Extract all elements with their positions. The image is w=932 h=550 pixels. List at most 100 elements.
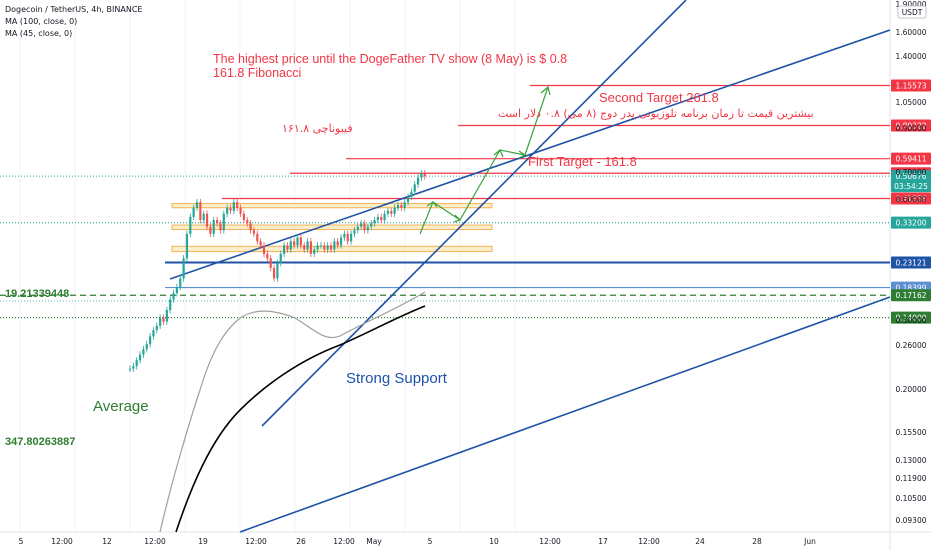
time-tick-label: 12:00	[539, 537, 561, 546]
candle-body	[155, 325, 158, 331]
candle-body	[289, 241, 292, 250]
candle-body	[229, 207, 232, 211]
candle-body	[226, 207, 229, 214]
candle-body	[366, 226, 369, 231]
candle-body	[175, 286, 178, 294]
candle-body	[216, 220, 219, 224]
candle-body	[293, 241, 296, 246]
price-tick-label: 1.60000	[895, 28, 926, 37]
time-tick-label: 12:00	[245, 537, 267, 546]
candle-body	[182, 258, 185, 279]
candle-body	[400, 204, 403, 208]
lower-channel-line	[239, 296, 891, 533]
candle-body	[383, 213, 386, 221]
projection-arrowhead	[493, 149, 504, 158]
candle-body	[152, 330, 155, 337]
candle-body	[189, 216, 192, 234]
candle-body	[239, 207, 242, 214]
time-tick-label: 10	[489, 537, 499, 546]
price-zone	[171, 224, 493, 230]
time-tick-label: 17	[598, 537, 608, 546]
title-persian-line-2: فیبوناچی ۱۶۱.۸	[282, 122, 353, 135]
price-tag	[891, 79, 931, 92]
candle-body	[276, 263, 279, 279]
title-english-line-2: 161.8 Fibonacci	[213, 66, 301, 80]
candle-body	[350, 233, 353, 242]
second-target-label: Second Target 261.8	[599, 90, 719, 105]
candle-body	[356, 226, 359, 231]
indicator-ma-45: MA (45, close, 0)	[5, 29, 73, 38]
candle-body	[286, 245, 289, 250]
candle-body	[132, 366, 135, 369]
price-tag	[891, 311, 931, 324]
price-tag	[891, 289, 931, 302]
candle-body	[386, 210, 390, 214]
price-tick-label: 0.70000	[895, 168, 926, 177]
upper-channel-line	[169, 29, 891, 280]
candle-body	[373, 220, 376, 224]
candle-body	[212, 220, 215, 234]
price-tick-label: 0.10500	[895, 494, 926, 503]
candle-body	[323, 245, 326, 250]
price-scale[interactable]: 1.155730.803220.594110.520290.413560.332…	[891, 0, 931, 525]
price-tick-label: 0.90000	[895, 124, 926, 133]
candle-body	[299, 237, 302, 246]
price-tick-label: 0.26000	[895, 341, 926, 350]
candle-body	[222, 213, 225, 231]
price-tick-label: 0.30000	[895, 316, 926, 325]
candle-body	[185, 233, 189, 259]
price-tag	[891, 192, 931, 205]
time-tick-label: 28	[752, 537, 762, 546]
candle-body	[329, 245, 333, 250]
candle-body	[149, 336, 152, 345]
currency-badge[interactable]: USDT	[897, 5, 927, 19]
price-tick-label: 0.15500	[895, 428, 926, 437]
candle-body	[199, 202, 202, 221]
plot-background	[0, 0, 890, 532]
price-tick-label: 0.11900	[895, 474, 926, 483]
time-tick-label: 12:00	[144, 537, 166, 546]
price-tick-label: 0.09300	[895, 516, 926, 525]
candle-body	[209, 226, 212, 234]
price-tag	[891, 119, 931, 132]
candle-body	[202, 213, 205, 221]
candle-body	[417, 177, 420, 185]
average-label: Average	[93, 398, 149, 415]
candle-body	[232, 202, 235, 211]
price-tag	[891, 256, 931, 269]
projection-arrowhead	[518, 150, 527, 159]
time-tick-label: 12:00	[333, 537, 355, 546]
candle-body	[195, 202, 199, 208]
candle-body	[219, 223, 222, 231]
candle-body	[279, 253, 282, 264]
candle-body	[423, 173, 426, 177]
price-tick-label: 0.13000	[895, 456, 926, 465]
candle-body	[326, 245, 329, 250]
candle-body	[128, 368, 132, 370]
currency-badge-text: USDT	[902, 8, 923, 17]
candle-body	[138, 354, 142, 361]
candle-body	[343, 233, 346, 238]
projection-polyline	[419, 86, 549, 235]
moving-averages	[159, 291, 426, 533]
candle-body	[333, 241, 336, 250]
candle-body	[396, 204, 400, 208]
strong-support-label: Strong Support	[346, 370, 448, 387]
candle-body	[346, 233, 349, 242]
first-target-label: First Target - 161.8	[528, 154, 637, 169]
candle-body	[296, 237, 299, 246]
price-tag-text: 0.17162	[895, 291, 926, 300]
candle-body	[420, 173, 423, 178]
candle-body	[336, 241, 339, 246]
candle-body	[353, 230, 356, 234]
candle-body	[339, 237, 343, 246]
candle-body	[236, 202, 239, 208]
steep-support-line	[261, 0, 687, 427]
candle-body	[283, 245, 286, 254]
time-axis[interactable]: 5 12:00 12 12:00 19 12:00 26 12:00 May 5 10 12:00 17…	[19, 537, 816, 546]
candle-body	[316, 245, 319, 250]
price-tag-text: 0.41356	[895, 195, 926, 204]
candle-body	[390, 210, 393, 214]
